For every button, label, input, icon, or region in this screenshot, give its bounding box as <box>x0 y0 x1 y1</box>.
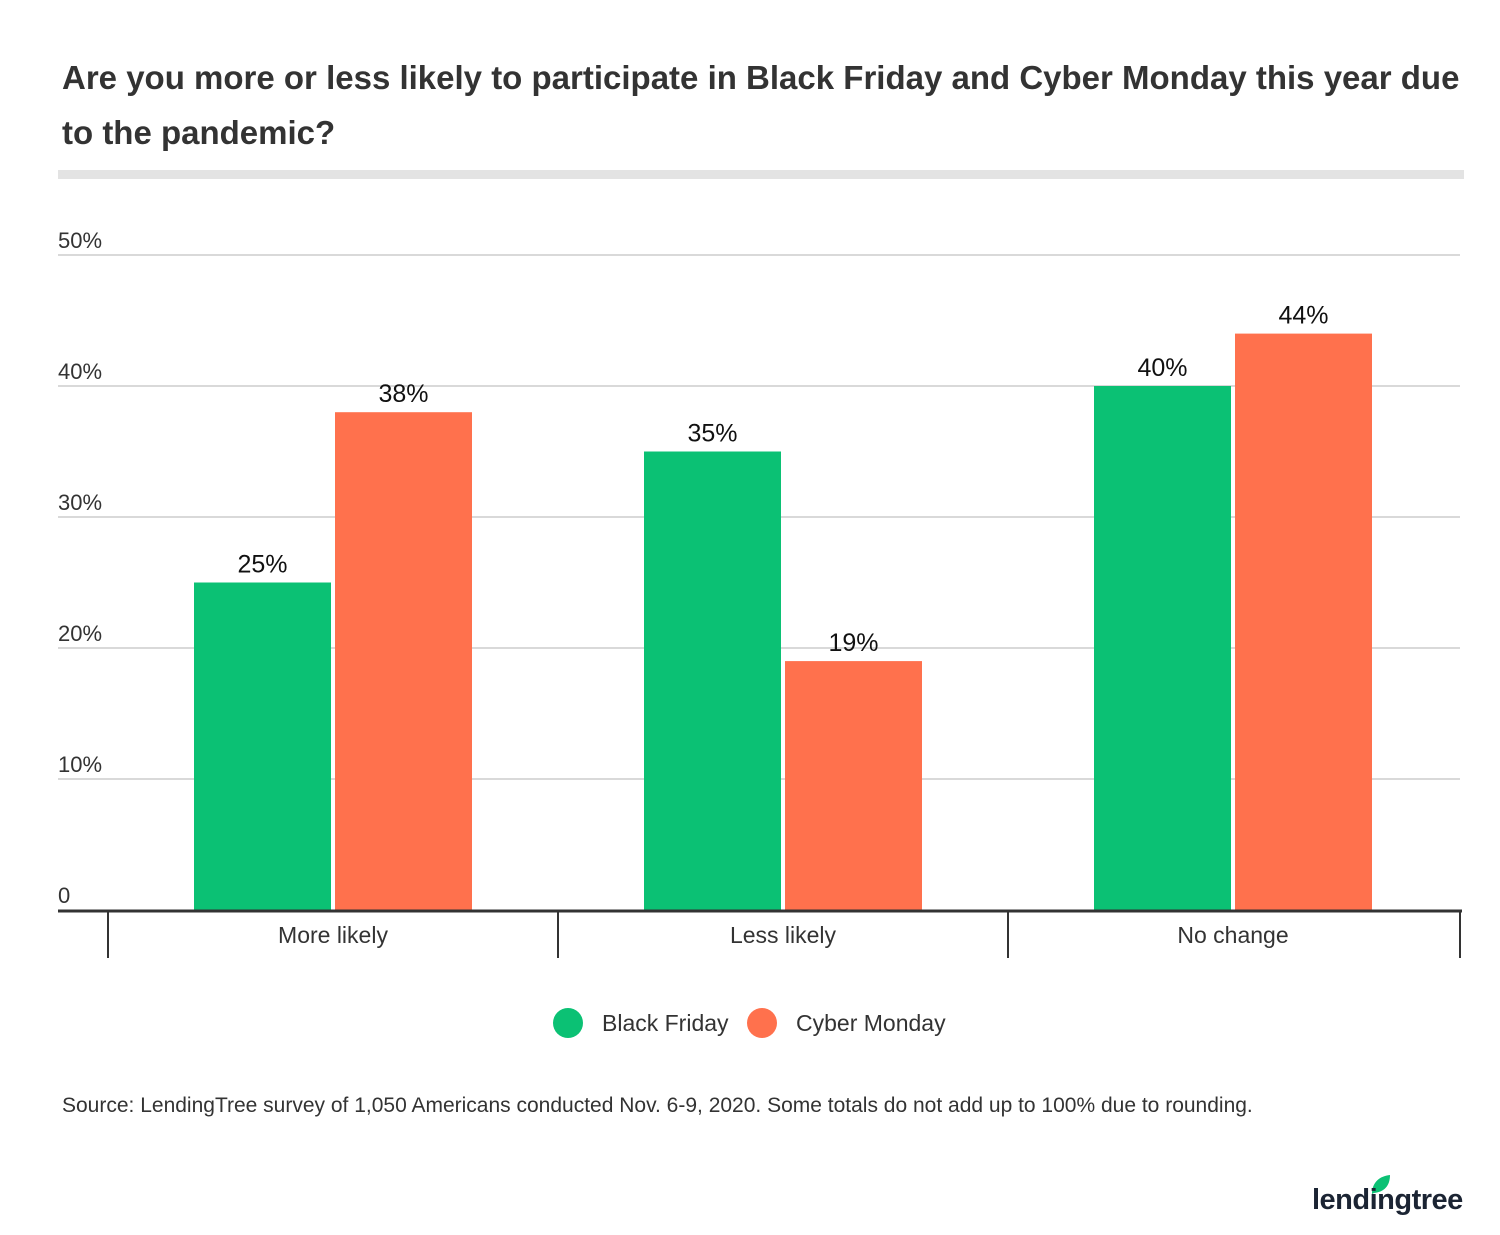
legend-label: Black Friday <box>602 1010 729 1036</box>
y-tick-label: 50% <box>58 228 102 253</box>
x-tick-label: No change <box>1177 922 1288 948</box>
data-label: 25% <box>237 551 287 579</box>
y-tick-label: 10% <box>58 752 102 777</box>
y-tick-label: 0 <box>58 883 70 908</box>
y-tick-label: 40% <box>58 359 102 384</box>
data-label: 38% <box>378 380 428 408</box>
legend-marker <box>747 1008 777 1038</box>
data-label: 35% <box>687 420 737 448</box>
y-tick-label: 30% <box>58 490 102 515</box>
x-tick-label: Less likely <box>730 922 837 948</box>
data-label: 19% <box>828 629 878 657</box>
legend-label: Cyber Monday <box>796 1010 946 1036</box>
x-tick-label: More likely <box>278 922 388 948</box>
title-divider <box>58 170 1464 179</box>
source-note: Source: LendingTree survey of 1,050 Amer… <box>62 1094 1253 1117</box>
data-label: 44% <box>1278 302 1328 330</box>
bar-cyber-monday <box>785 661 922 910</box>
legend-marker <box>553 1008 583 1038</box>
bar-black-friday <box>1094 386 1231 910</box>
chart-title: Are you more or less likely to participa… <box>62 59 1460 151</box>
bar-black-friday <box>644 451 781 910</box>
logo-text: lendingtree <box>1312 1184 1463 1216</box>
leaf-icon <box>1372 1175 1390 1194</box>
y-tick-label: 20% <box>58 621 102 646</box>
bar-cyber-monday <box>1235 333 1372 911</box>
bar-black-friday <box>194 582 331 910</box>
bar-cyber-monday <box>335 412 472 910</box>
data-label: 40% <box>1137 354 1187 382</box>
